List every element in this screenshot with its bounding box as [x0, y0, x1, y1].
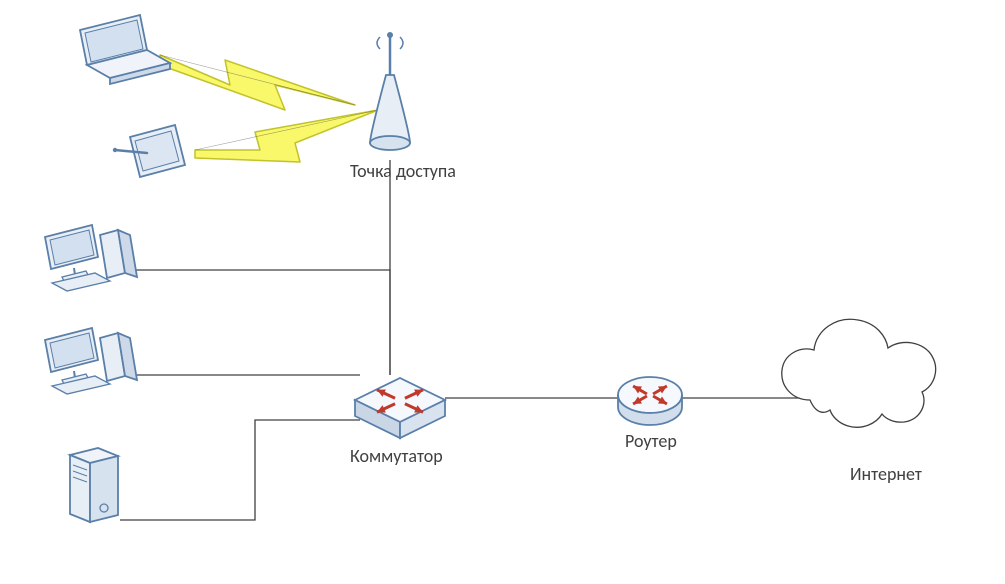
laptop-icon — [80, 15, 170, 84]
network-diagram: Точка доступа Коммутатор Роутер Интернет — [0, 0, 1005, 584]
server-icon — [70, 448, 118, 522]
desktop-icon — [45, 225, 137, 291]
internet-cloud — [782, 319, 936, 427]
wifi-bolt-phone — [195, 110, 378, 162]
label-cloud: Интернет — [850, 463, 922, 485]
label-switch: Коммутатор — [350, 445, 443, 467]
switch-icon — [355, 378, 445, 438]
wireless-links — [160, 55, 378, 162]
label-ap: Точка доступа — [350, 160, 456, 182]
phone-icon — [113, 125, 185, 177]
label-router: Роутер — [625, 430, 677, 452]
desktop-icon — [45, 328, 137, 394]
wifi-bolt-laptop — [160, 55, 355, 110]
cloud-icon — [782, 319, 936, 427]
wired-links — [120, 160, 810, 520]
link-pc1 — [130, 270, 390, 375]
router-icon — [618, 377, 682, 425]
access-point-icon — [370, 32, 410, 150]
link-server — [120, 420, 360, 520]
